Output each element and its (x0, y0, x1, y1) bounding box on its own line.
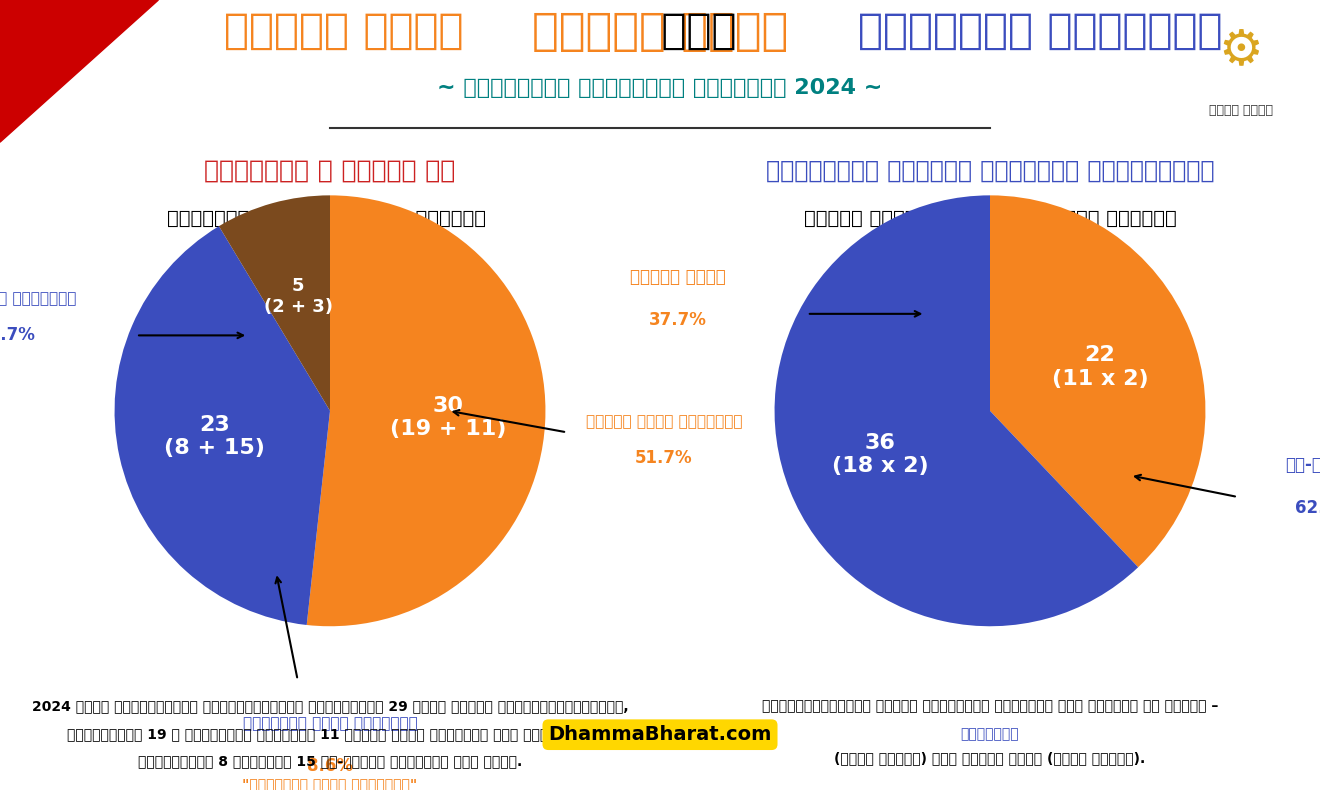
Text: नवबौद्ध: नवबौद्ध (961, 727, 1019, 741)
Text: 62.3%: 62.3% (1295, 498, 1320, 517)
Text: ~ महाराष्ठ विधानसभा निवडणूक 2024 ~: ~ महाराष्ठ विधानसभा निवडणूक 2024 ~ (437, 78, 883, 98)
Text: उमेदवार दिलेत: उमेदवार दिलेत (256, 242, 404, 261)
Text: 30
(19 + 11): 30 (19 + 11) (391, 396, 507, 438)
Wedge shape (115, 226, 330, 625)
Text: महायुतीने 8 मिविआने 15 नव-बौद्ध उमेदवार उभे केले.: महायुतीने 8 मिविआने 15 नव-बौद्ध उमेदवार … (137, 754, 523, 769)
Text: धम्म भारत: धम्म भारत (1209, 104, 1272, 118)
Text: अनुसूचित जातीची धार्मिक लोकसंख्या: अनुसूचित जातीची धार्मिक लोकसंख्या (766, 159, 1214, 182)
Text: 23
(8 + 15): 23 (8 + 15) (164, 415, 265, 458)
Text: DhammaBharat.com: DhammaBharat.com (548, 725, 772, 744)
Polygon shape (0, 0, 158, 142)
Text: खालीलप्रमाणे अनुसूचित जातीचे: खालीलप्रमाणे अनुसूचित जातीचे (168, 209, 492, 228)
Text: 5
(2 + 3): 5 (2 + 3) (264, 277, 333, 316)
Text: 2024 च्या महाराष्ट्र विधानसभेच्या निवडणुकीत 29 एससी राखीव मतदारसंघांमध्ये,: 2024 च्या महाराष्ट्र विधानसभेच्या निवडणु… (32, 699, 628, 713)
Text: ⚙: ⚙ (1218, 26, 1263, 73)
Text: नव-बौद्ध उमेदवार: नव-बौद्ध उमेदवार (0, 292, 77, 307)
Text: नुसार खालीलप्रमाणे उमेदवार असावेत: नुसार खालीलप्रमाणे उमेदवार असावेत (804, 209, 1176, 228)
Wedge shape (775, 195, 1138, 626)
Text: (एससी बौद्ध) आणि हिंदू दलित (एससी हिंदू).: (एससी बौद्ध) आणि हिंदू दलित (एससी हिंदू)… (834, 751, 1146, 766)
Text: आणि: आणि (647, 10, 751, 52)
Wedge shape (990, 195, 1205, 567)
Text: धार्मिकतेच्या आधारे अनुसूचित जातींचे दोन प्रमुख गट पडतात –: धार्मिकतेच्या आधारे अनुसूचित जातींचे दोन… (762, 699, 1218, 713)
Text: 37.7%: 37.7% (648, 311, 706, 329)
Text: हिंदू दलित: हिंदू दलित (532, 9, 788, 53)
Text: हिंदू दलित उमेदवार: हिंदू दलित उमेदवार (586, 414, 742, 429)
Text: नवबौद्ध उमेदवार: नवबौद्ध उमेदवार (858, 10, 1222, 52)
Text: महायुती व मिविआ ने: महायुती व मिविआ ने (205, 159, 455, 182)
Wedge shape (306, 195, 545, 626)
Text: 36
(18 x 2): 36 (18 x 2) (832, 433, 928, 476)
Text: 51.7%: 51.7% (635, 450, 693, 467)
Text: हिंदू दलित: हिंदू दलित (630, 269, 726, 286)
Text: 39.7%: 39.7% (0, 326, 36, 344)
Text: महायुतीने 19 व महाविकास आघाडीने 11 हिंदू दलित उमेदवार उभे केले; आणि: महायुतीने 19 व महाविकास आघाडीने 11 हिंदू… (67, 727, 593, 741)
Text: हिंदू दलित: हिंदू दलित (224, 10, 463, 52)
Text: उर्वरित दलित उमेदवार: उर्वरित दलित उमेदवार (243, 716, 417, 731)
Text: 8.6%: 8.6% (308, 758, 352, 775)
Text: 22
(11 x 2): 22 (11 x 2) (1052, 345, 1148, 389)
Wedge shape (219, 195, 330, 411)
Text: "उर्वरित दलित उमेदवार": "उर्वरित दलित उमेदवार" (243, 777, 417, 790)
Text: नव-बौद्ध: नव-बौद्ध (1286, 456, 1320, 474)
